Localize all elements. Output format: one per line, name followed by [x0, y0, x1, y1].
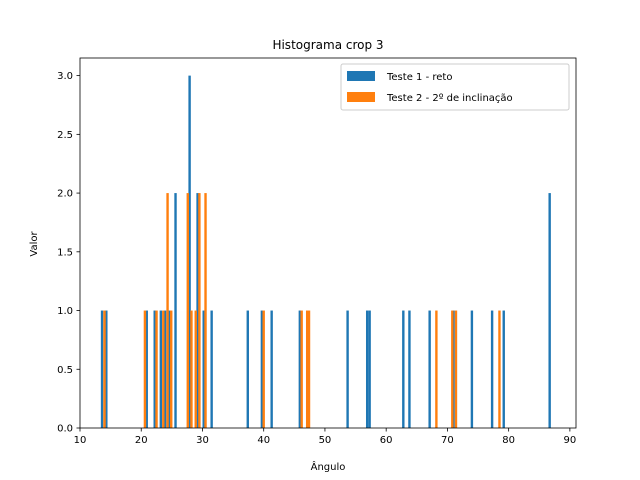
y-tick-label-6: 3.0	[57, 71, 73, 82]
bar-series-0-bin-6	[168, 310, 171, 428]
x-tick-label-1: 20	[135, 435, 148, 446]
x-tick-label-4: 50	[319, 435, 332, 446]
bar-series-0-bin-17	[365, 310, 369, 428]
bar-series-0-bin-13	[260, 310, 264, 428]
y-tick-label-0: 0.0	[57, 424, 73, 435]
bar-series-0-bin-25	[502, 310, 505, 428]
legend: Teste 1 - reto Teste 2 - 2º de inclinação	[340, 63, 570, 111]
x-tick-label-2: 30	[196, 435, 209, 446]
y-tick-label-4: 2.0	[57, 189, 73, 200]
bar-series-0-bin-2	[145, 310, 148, 428]
bar-series-1-bin-12	[300, 310, 303, 428]
bar-series-0-bin-12	[246, 310, 249, 428]
bar-series-1-bin-14	[307, 310, 311, 428]
bar-series-0-bin-16	[346, 310, 349, 428]
bar-series-0-bin-5	[163, 310, 167, 428]
bar-series-1-bin-11	[262, 310, 265, 428]
bar-series-0-bin-3	[153, 310, 156, 428]
y-axis-label: Valor	[29, 231, 40, 257]
y-tick-label-1: 0.5	[57, 365, 73, 376]
bar-series-0-bin-15	[298, 310, 302, 428]
bar-series-1-bin-9	[198, 193, 201, 428]
x-tick-label-5: 60	[380, 435, 393, 446]
bar-series-0-bin-19	[402, 310, 405, 428]
legend-swatch-0	[347, 71, 375, 81]
bar-series-0-bin-18	[368, 310, 371, 428]
plot-frame	[79, 57, 577, 429]
bar-series-0-bin-10	[202, 310, 205, 428]
y-tick-label-3: 1.5	[57, 247, 73, 258]
bar-series-1-bin-4	[166, 193, 169, 428]
bar-series-1-bin-5	[170, 310, 173, 428]
legend-swatch-1	[347, 92, 375, 102]
bar-series-1-bin-8	[194, 310, 197, 428]
y-tick-label-5: 2.5	[57, 130, 73, 141]
bar-series-1-bin-10	[204, 193, 207, 428]
chart-title: Histograma crop 3	[272, 38, 383, 52]
axes-group: 10 20 30 40 50 60 70 80 90 0.0 0.5 1.0 1.5 2.0 2.5 3.0	[57, 57, 577, 446]
bar-series-1-bin-17	[454, 310, 458, 428]
bar-series-1-bin-3	[162, 310, 165, 428]
bar-series-1-bin-2	[155, 310, 158, 428]
bar-series-0-bin-23	[470, 310, 474, 428]
bar-series-0-bin-24	[490, 310, 494, 428]
bar-series-0-bin-11	[210, 310, 213, 428]
bar-series-1-bin-7	[190, 310, 193, 428]
bar-series-1-bin-6	[186, 193, 189, 428]
bar-series-0-bin-4	[159, 310, 163, 428]
bar-series-1-bin-1	[143, 310, 147, 428]
bar-series-1-bin-0	[103, 310, 106, 428]
bars-group	[100, 75, 551, 429]
x-tick-label-3: 40	[257, 435, 270, 446]
legend-label-1: Teste 2 - 2º de inclinação	[386, 93, 513, 104]
x-tick-label-6: 70	[441, 435, 454, 446]
bar-series-0-bin-7	[174, 193, 177, 428]
bar-series-0-bin-20	[408, 310, 411, 428]
bar-series-1-bin-15	[435, 310, 438, 428]
bar-series-0-bin-14	[270, 310, 273, 428]
bar-series-1-bin-16	[451, 310, 454, 428]
x-tick-label-7: 80	[502, 435, 515, 446]
bar-series-0-bin-1	[105, 310, 108, 428]
bar-series-0-bin-21	[428, 310, 431, 428]
bar-series-0-bin-22	[452, 310, 455, 428]
x-tick-label-8: 90	[564, 435, 577, 446]
bar-series-0-bin-26	[548, 193, 551, 428]
bar-series-1-bin-13	[305, 310, 309, 428]
legend-box	[340, 63, 570, 111]
bar-series-1-bin-18	[498, 310, 501, 428]
bar-series-0-bin-8	[188, 75, 191, 429]
bar-series-0-bin-0	[100, 310, 104, 428]
bar-series-0-bin-9	[196, 193, 199, 428]
x-axis-label: Ângulo	[311, 460, 346, 473]
x-tick-label-0: 10	[74, 435, 87, 446]
legend-label-0: Teste 1 - reto	[386, 72, 452, 83]
y-tick-label-2: 1.0	[57, 306, 73, 317]
